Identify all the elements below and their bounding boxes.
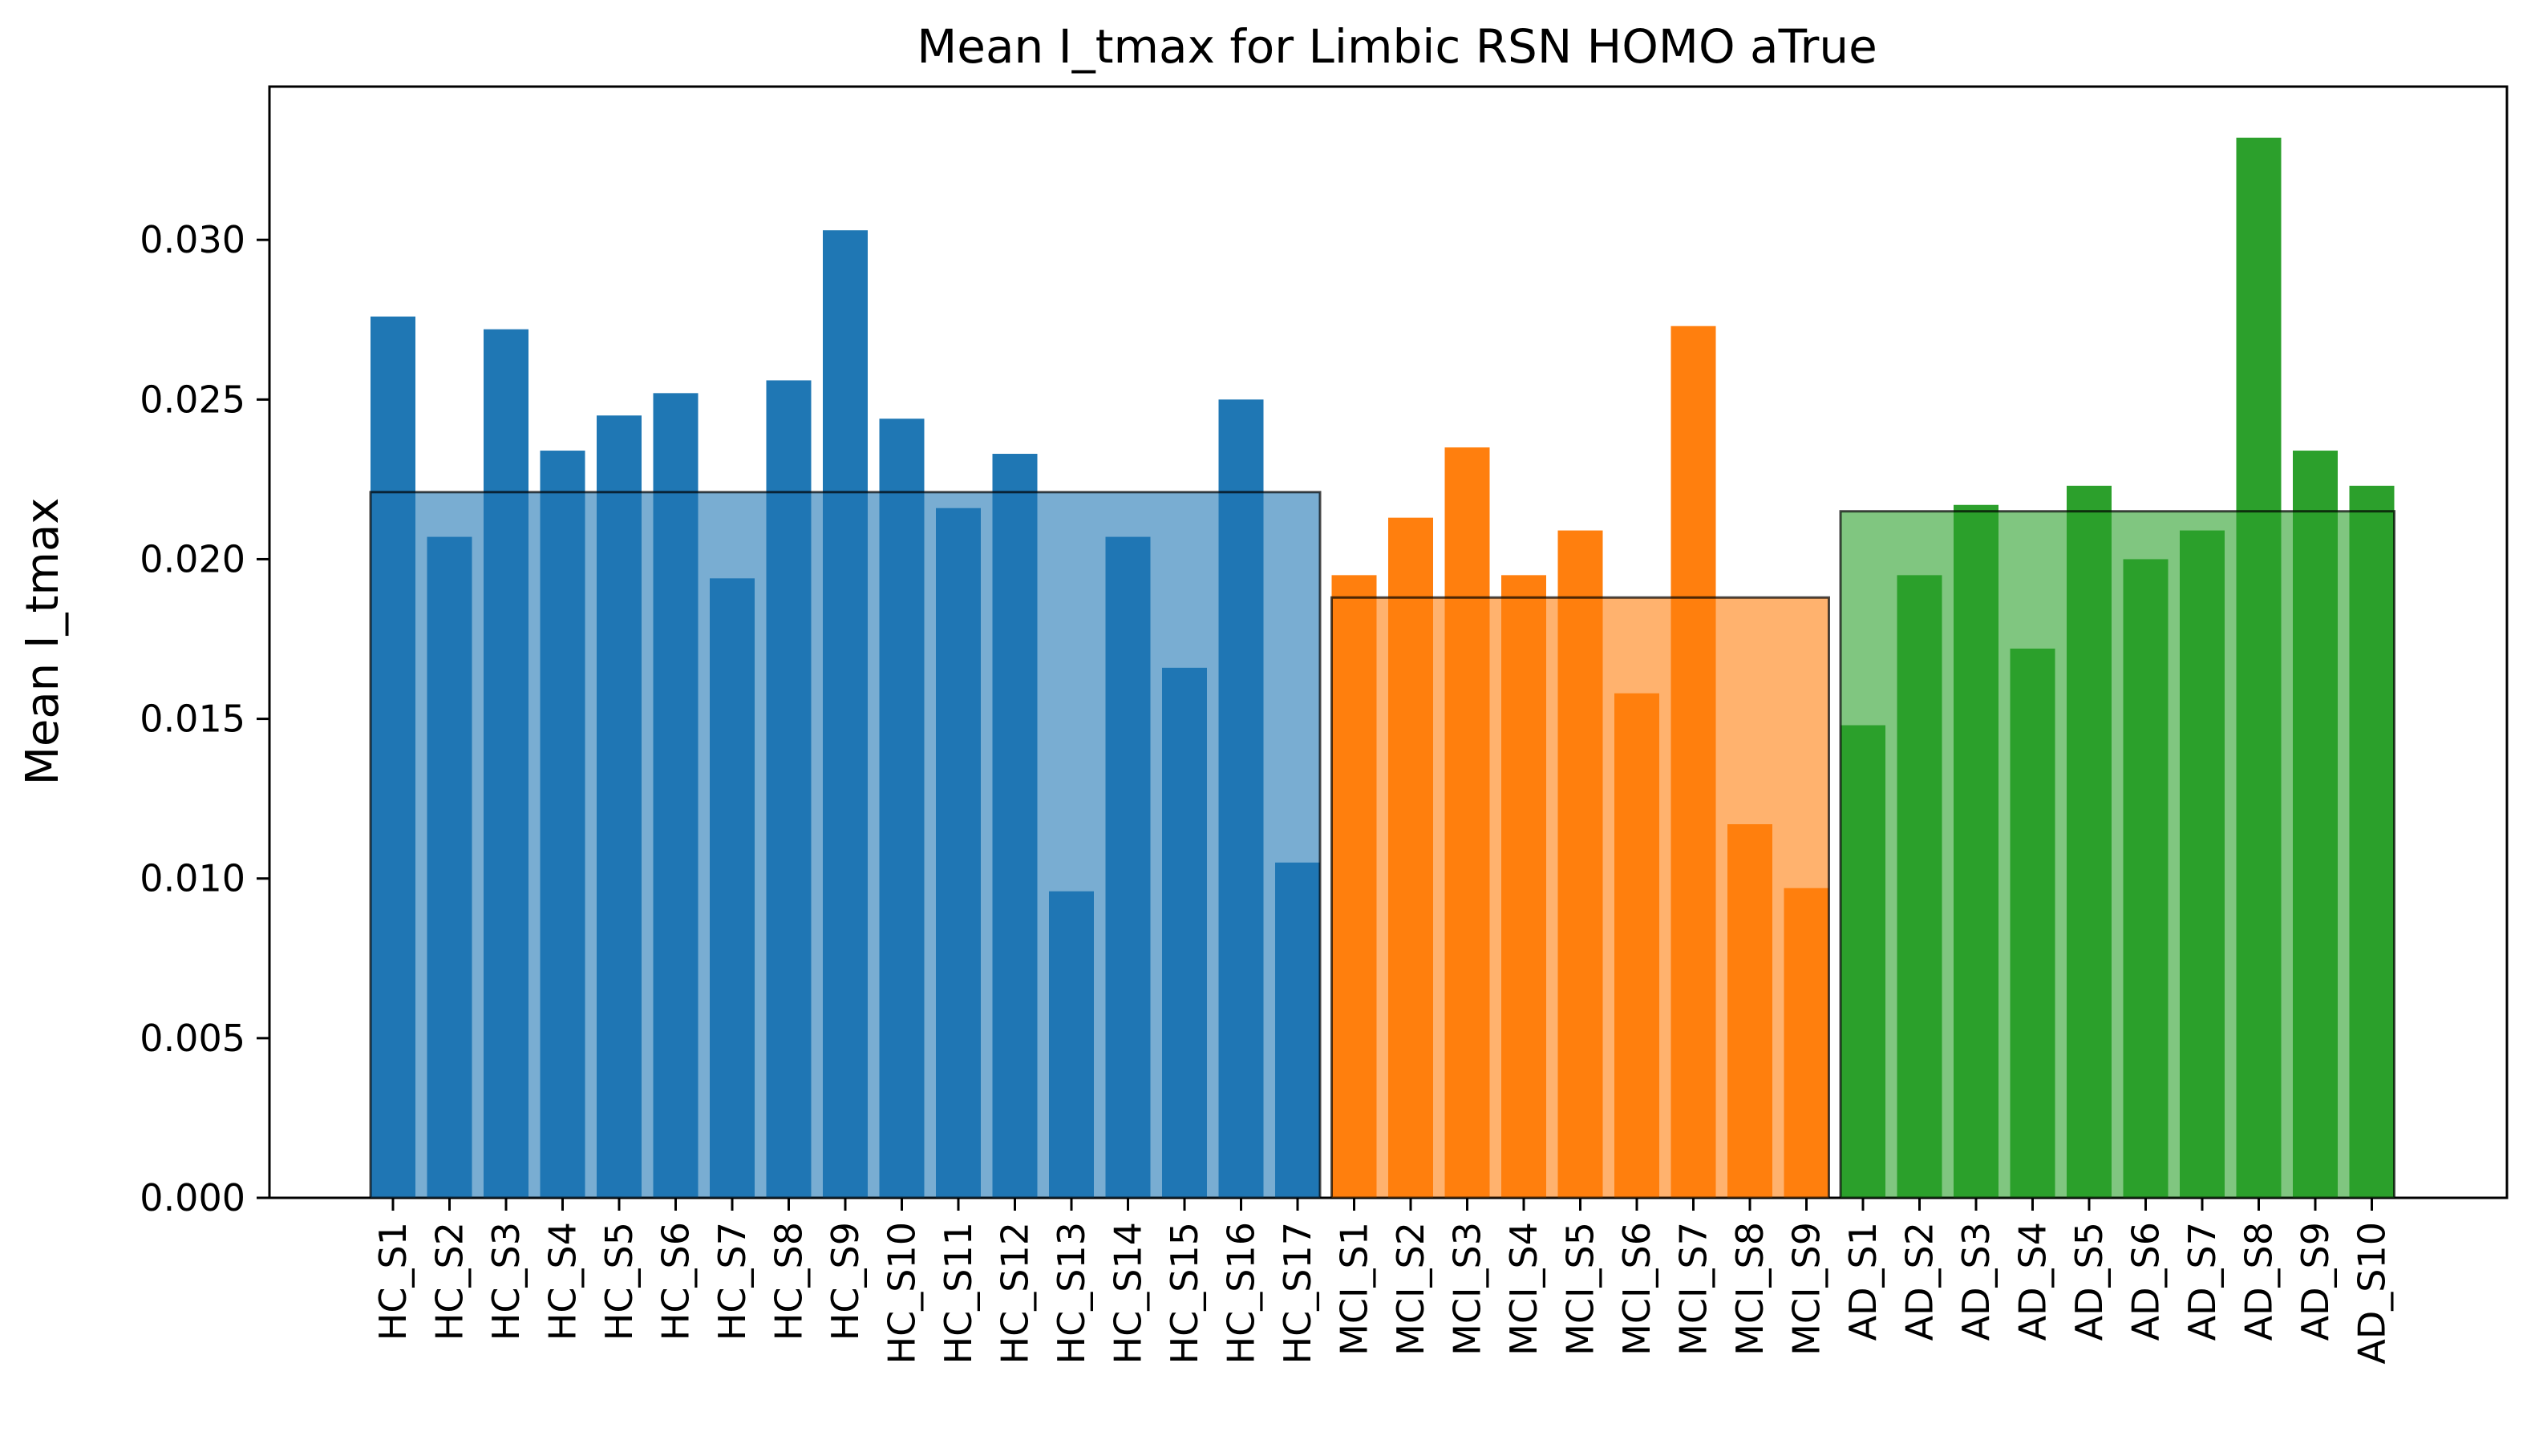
x-tick-label: HC_S2 [428, 1222, 472, 1341]
x-tick-label: AD_S3 [1954, 1222, 1998, 1341]
x-tick-label: HC_S9 [824, 1222, 867, 1341]
group-mean-mci [1330, 596, 1830, 1199]
x-tick-label: HC_S11 [937, 1222, 980, 1364]
x-tick-label: MCI_S9 [1785, 1222, 1828, 1356]
x-tick-label: HC_S10 [881, 1222, 924, 1364]
x-tick-label: HC_S15 [1163, 1222, 1206, 1364]
x-tick-label: MCI_S6 [1615, 1222, 1658, 1356]
x-tick-label: MCI_S7 [1672, 1222, 1715, 1356]
x-tick-label: AD_S2 [1898, 1222, 1942, 1341]
x-tick-label: AD_S1 [1841, 1222, 1885, 1341]
x-tick-label: MCI_S1 [1333, 1222, 1376, 1356]
x-tick-label: HC_S6 [654, 1222, 698, 1341]
group-mean-hc [369, 491, 1322, 1199]
y-tick-label: 0.030 [140, 218, 245, 261]
x-tick-label: MCI_S2 [1389, 1222, 1432, 1356]
y-tick-label: 0.010 [140, 857, 245, 900]
plot-area: 0.000 0.005 0.010 0.015 0.020 0.025 0.030 HC_S1… [140, 85, 2509, 1365]
x-tick-label: AD_S5 [2067, 1222, 2111, 1341]
x-tick-label: AD_S8 [2237, 1222, 2281, 1341]
x-tick-label: MCI_S5 [1559, 1222, 1602, 1356]
x-tick-label: HC_S12 [994, 1222, 1037, 1364]
group-mean-ad [1839, 510, 2395, 1199]
chart-title: Mean I_tmax for Limbic RSN HOMO aTrue [917, 19, 1877, 74]
x-tick-label: HC_S14 [1107, 1222, 1150, 1364]
x-tick-label: HC_S17 [1276, 1222, 1319, 1364]
x-tick-label: HC_S8 [767, 1222, 811, 1341]
x-tick-label: MCI_S4 [1502, 1222, 1545, 1356]
y-axis-label: Mean I_tmax [17, 498, 69, 786]
x-tick-label: HC_S5 [597, 1222, 641, 1341]
y-tick-label: 0.025 [140, 378, 245, 421]
x-tick-label: AD_S7 [2181, 1222, 2224, 1341]
x-tick-label: HC_S16 [1220, 1222, 1263, 1364]
y-tick-label: 0.020 [140, 537, 245, 580]
x-tick-label: HC_S3 [484, 1222, 528, 1341]
x-tick-label: MCI_S8 [1728, 1222, 1772, 1356]
x-tick-label: HC_S4 [541, 1222, 585, 1341]
x-tick-label: HC_S1 [371, 1222, 415, 1341]
x-tick-label: HC_S13 [1050, 1222, 1093, 1364]
y-tick-label: 0.000 [140, 1176, 245, 1219]
x-tick-label: AD_S6 [2124, 1222, 2168, 1341]
x-tick-label: MCI_S3 [1446, 1222, 1489, 1356]
y-tick-label: 0.015 [140, 698, 245, 741]
x-tick-label: AD_S9 [2294, 1222, 2337, 1341]
x-tick-label: AD_S4 [2011, 1222, 2055, 1341]
y-tick-label: 0.005 [140, 1017, 245, 1060]
x-tick-label: AD_S10 [2351, 1222, 2394, 1365]
x-tick-label: HC_S7 [711, 1222, 754, 1341]
